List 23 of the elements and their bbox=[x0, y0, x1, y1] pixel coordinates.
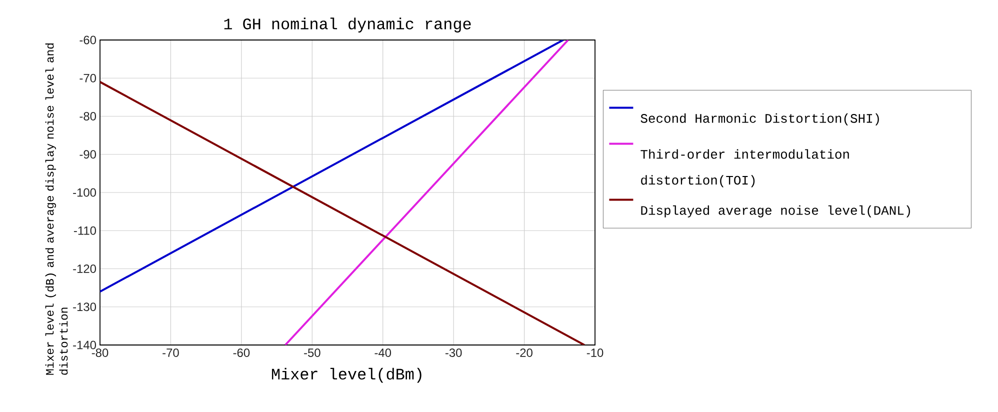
x-tick-label: -50 bbox=[304, 348, 320, 357]
x-tick-label: -30 bbox=[445, 348, 462, 357]
x-tick-label: -70 bbox=[162, 348, 179, 357]
x-tick-label: -10 bbox=[586, 348, 604, 357]
y-tick-label: -60 bbox=[80, 36, 96, 44]
y-tick-label: -130 bbox=[73, 302, 96, 312]
x-tick-label: -40 bbox=[374, 348, 392, 357]
text: Displayed average noise level(DANL) bbox=[641, 205, 910, 218]
y-tick-label: -90 bbox=[80, 150, 96, 159]
x-tick-label: -60 bbox=[233, 348, 250, 357]
y-tick-label: -140 bbox=[73, 340, 96, 350]
x-tick-label: -80 bbox=[92, 348, 108, 357]
y-tick-label: -80 bbox=[80, 112, 96, 120]
chart-title: 1 GH nominal dynamic range bbox=[224, 18, 471, 33]
text: Second Harmonic Distortion(SHI) bbox=[640, 113, 879, 126]
y-tick-label: -70 bbox=[80, 74, 96, 82]
x-tick-label: -20 bbox=[516, 348, 532, 357]
text: Third-order intermodulation distortion(TOI) bbox=[640, 149, 849, 188]
y-tick-label: -100 bbox=[73, 188, 96, 197]
y-tick-label: -120 bbox=[73, 264, 96, 273]
y-axis-title: Mixer level (dB) and average display noise level and distortion bbox=[45, 44, 68, 375]
y-tick-label: -110 bbox=[74, 226, 96, 235]
x-axis-title: Mixer level(dBm) bbox=[272, 368, 422, 383]
